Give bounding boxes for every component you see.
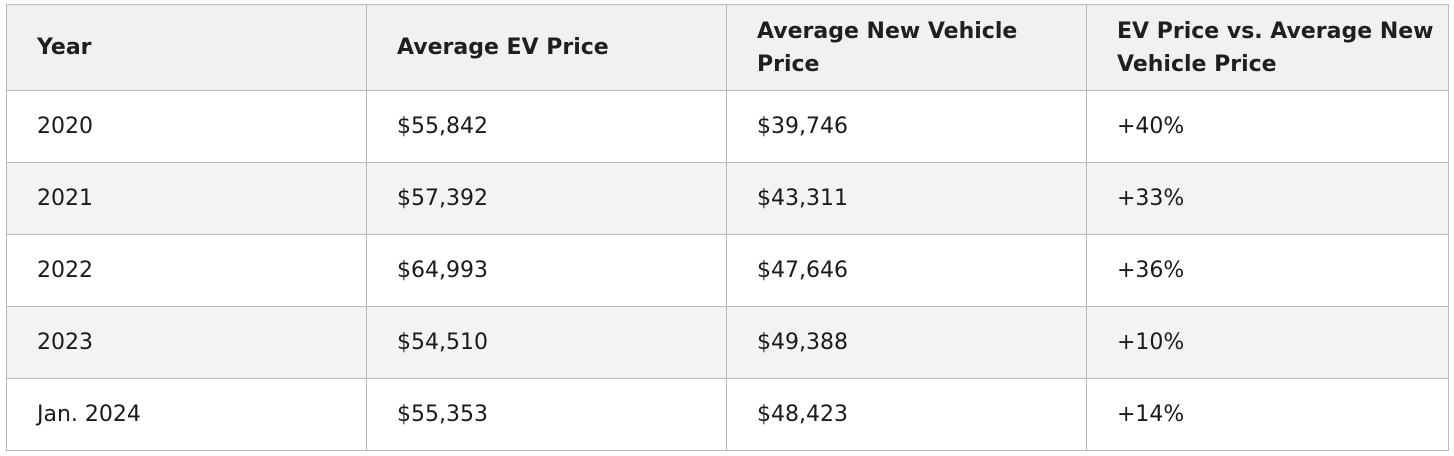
cell-year: 2023 xyxy=(6,306,367,379)
cell-year: 2021 xyxy=(6,162,367,235)
cell-ev-vs-average-price: +40% xyxy=(1086,90,1449,163)
cell-year: 2022 xyxy=(6,234,367,307)
header-row: Year Average EV Price Average New Vehicl… xyxy=(6,4,1449,91)
cell-average-new-vehicle-price: $48,423 xyxy=(726,378,1087,451)
table-row: 2020 $55,842 $39,746 +40% xyxy=(6,90,1449,163)
cell-average-ev-price: $64,993 xyxy=(366,234,727,307)
table-row: 2021 $57,392 $43,311 +33% xyxy=(6,162,1449,235)
header-average-ev-price: Average EV Price xyxy=(366,4,727,91)
header-year: Year xyxy=(6,4,367,91)
cell-year: 2020 xyxy=(6,90,367,163)
table-row: Jan. 2024 $55,353 $48,423 +14% xyxy=(6,378,1449,451)
table-row: 2022 $64,993 $47,646 +36% xyxy=(6,234,1449,307)
cell-average-new-vehicle-price: $49,388 xyxy=(726,306,1087,379)
table-header: Year Average EV Price Average New Vehicl… xyxy=(6,4,1449,91)
cell-average-new-vehicle-price: $39,746 xyxy=(726,90,1087,163)
header-average-new-vehicle-price: Average New Vehicle Price xyxy=(726,4,1087,91)
table-row: 2023 $54,510 $49,388 +10% xyxy=(6,306,1449,379)
cell-ev-vs-average-price: +36% xyxy=(1086,234,1449,307)
cell-average-ev-price: $55,353 xyxy=(366,378,727,451)
cell-average-new-vehicle-price: $47,646 xyxy=(726,234,1087,307)
table-body: 2020 $55,842 $39,746 +40% 2021 $57,392 $… xyxy=(6,90,1449,451)
cell-average-new-vehicle-price: $43,311 xyxy=(726,162,1087,235)
header-ev-vs-average-price: EV Price vs. Average New Vehicle Price xyxy=(1086,4,1449,91)
cell-ev-vs-average-price: +33% xyxy=(1086,162,1449,235)
cell-average-ev-price: $57,392 xyxy=(366,162,727,235)
cell-ev-vs-average-price: +10% xyxy=(1086,306,1449,379)
cell-average-ev-price: $55,842 xyxy=(366,90,727,163)
cell-year: Jan. 2024 xyxy=(6,378,367,451)
cell-average-ev-price: $54,510 xyxy=(366,306,727,379)
price-comparison-table-container: Year Average EV Price Average New Vehicl… xyxy=(6,4,1449,451)
cell-ev-vs-average-price: +14% xyxy=(1086,378,1449,451)
price-comparison-table: Year Average EV Price Average New Vehicl… xyxy=(6,4,1449,451)
